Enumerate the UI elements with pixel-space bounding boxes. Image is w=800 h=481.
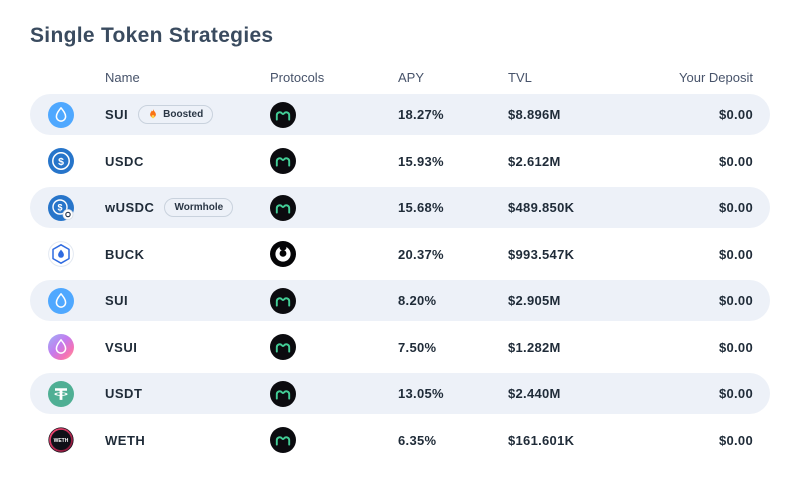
- wusdc-token-icon: $: [48, 194, 74, 221]
- table-row-usdt[interactable]: USDT 13.05% $2.440M $0.00: [30, 373, 770, 414]
- deposit-value: $0.00: [718, 339, 753, 355]
- green-wave-protocol-icon[interactable]: [270, 287, 296, 314]
- green-wave-protocol-icon[interactable]: [270, 148, 296, 174]
- table-row-wusdc[interactable]: $ wUSDC Wormhole 15.68% $489.850K $0.00: [30, 187, 770, 228]
- apy-value: 8.20%: [398, 293, 437, 308]
- usdc-token-icon: $: [48, 148, 74, 174]
- table-header: Name Protocols APY TVL Your Deposit: [30, 70, 770, 85]
- tvl-value: $1.282M: [508, 339, 561, 355]
- vsui-token-icon: [48, 334, 74, 360]
- token-name: BUCK: [105, 246, 145, 262]
- table-row-sui-boosted[interactable]: SUI Boosted 18.27% $8.896M $0.00: [30, 94, 770, 135]
- apy-value: 15.93%: [398, 153, 444, 169]
- green-wave-protocol-icon[interactable]: [270, 427, 296, 453]
- deposit-value: $0.00: [718, 153, 753, 169]
- green-wave-protocol-icon[interactable]: [270, 194, 296, 221]
- apy-value: 6.35%: [398, 432, 437, 448]
- token-name: wUSDC: [105, 200, 155, 215]
- strategy-rows: SUI Boosted 18.27% $8.896M $0.00: [30, 94, 770, 461]
- header-your-deposit: Your Deposit: [679, 70, 753, 85]
- apy-value: 15.68%: [398, 200, 444, 215]
- table-row-sui[interactable]: SUI 8.20% $2.905M $0.00: [30, 280, 770, 321]
- token-name: USDT: [105, 386, 143, 401]
- apy-value: 13.05%: [398, 386, 444, 401]
- token-name: SUI: [105, 107, 129, 122]
- token-name: WETH: [105, 432, 146, 448]
- single-token-strategies-panel: Single Token Strategies Name Protocols A…: [30, 24, 770, 461]
- badge-label: Boosted: [163, 109, 204, 120]
- token-name: VSUI: [105, 339, 138, 355]
- tvl-value: $2.612M: [508, 153, 561, 169]
- green-wave-protocol-icon[interactable]: [270, 101, 296, 128]
- deposit-value: $0.00: [718, 386, 753, 401]
- green-wave-protocol-icon[interactable]: [270, 380, 296, 407]
- tvl-value: $2.440M: [508, 386, 561, 401]
- usdt-token-icon: [48, 380, 74, 407]
- page-title: Single Token Strategies: [30, 24, 274, 47]
- table-row-buck[interactable]: BUCK 20.37% $993.547K $0.00: [30, 234, 770, 275]
- wormhole-badge: Wormhole: [164, 198, 234, 217]
- badge-label: Wormhole: [174, 202, 224, 213]
- deposit-value: $0.00: [718, 200, 753, 215]
- boosted-badge: Boosted: [138, 105, 214, 124]
- header-name: Name: [105, 70, 140, 85]
- table-row-usdc[interactable]: $ USDC 15.93% $2.612M $0.00: [30, 141, 770, 182]
- header-tvl: TVL: [508, 70, 532, 85]
- tvl-value: $161.601K: [508, 432, 575, 448]
- table-row-weth[interactable]: WETH WETH 6.35% $161.601K $0.00: [30, 420, 770, 461]
- deposit-value: $0.00: [718, 293, 753, 308]
- svg-text:WETH: WETH: [54, 438, 69, 444]
- green-wave-protocol-icon[interactable]: [270, 334, 296, 360]
- deposit-value: $0.00: [718, 246, 753, 262]
- header-apy: APY: [398, 70, 425, 85]
- header-protocols: Protocols: [270, 70, 325, 85]
- bucket-protocol-icon[interactable]: [270, 241, 296, 267]
- buck-token-icon: [48, 241, 74, 267]
- tvl-value: $2.905M: [508, 293, 561, 308]
- tvl-value: $993.547K: [508, 246, 575, 262]
- tvl-value: $8.896M: [508, 107, 561, 122]
- token-name: SUI: [105, 293, 129, 308]
- apy-value: 7.50%: [398, 339, 437, 355]
- svg-text:$: $: [58, 156, 64, 168]
- tvl-value: $489.850K: [508, 200, 575, 215]
- token-name: USDC: [105, 153, 144, 169]
- svg-text:$: $: [57, 202, 62, 212]
- fire-icon: [150, 109, 157, 119]
- weth-token-icon: WETH: [48, 427, 74, 453]
- sui-token-icon: [48, 101, 74, 128]
- apy-value: 20.37%: [398, 246, 444, 262]
- sui-token-icon: [48, 287, 74, 314]
- apy-value: 18.27%: [398, 107, 444, 122]
- deposit-value: $0.00: [718, 107, 753, 122]
- table-row-vsui[interactable]: VSUI 7.50% $1.282M $0.00: [30, 327, 770, 368]
- deposit-value: $0.00: [718, 432, 753, 448]
